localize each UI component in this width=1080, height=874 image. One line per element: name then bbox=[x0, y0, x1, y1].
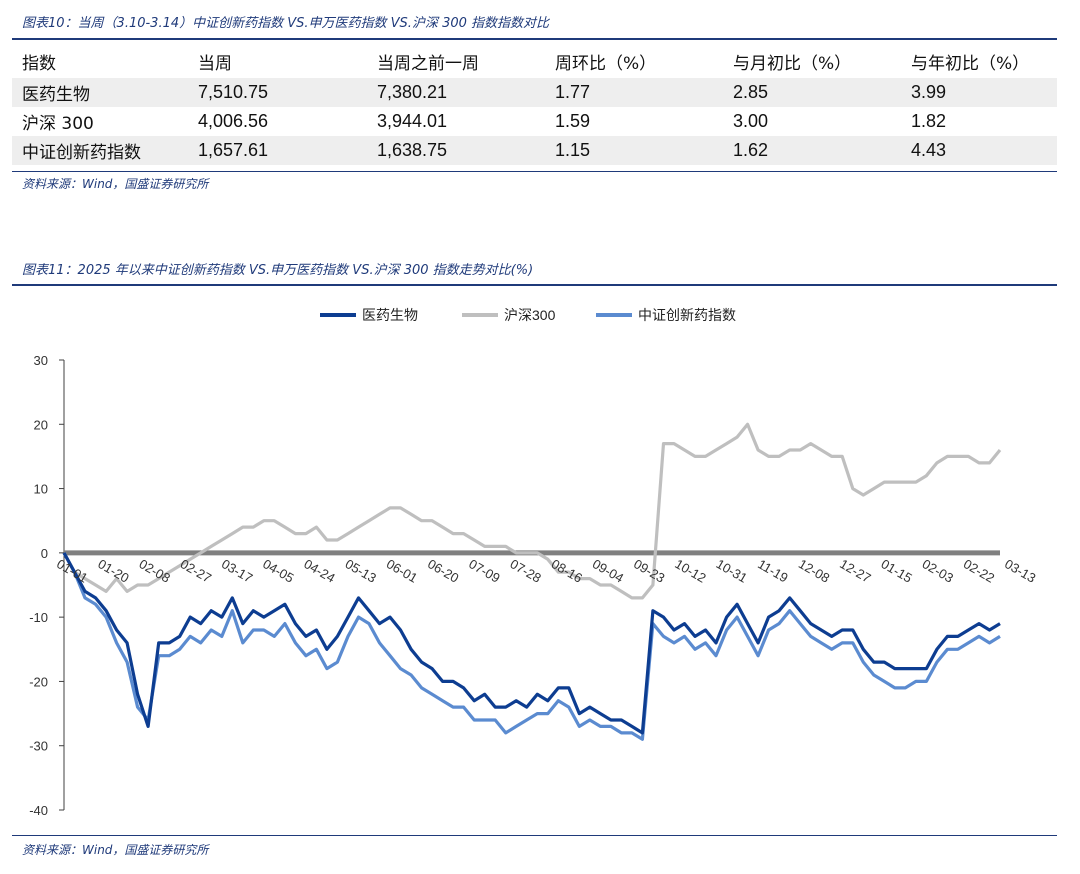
x-tick-label: 07-09 bbox=[466, 556, 502, 586]
table-caption: 图表10：当周（3.10-3.14）中证创新药指数 VS.申万医药指数 VS.沪… bbox=[22, 16, 550, 31]
table-row: 沪深 300 4,006.56 3,944.01 1.59 3.00 1.82 bbox=[12, 107, 1057, 136]
y-tick-label: -10 bbox=[29, 610, 48, 625]
legend-label: 中证创新药指数 bbox=[638, 307, 736, 323]
table-cell: 2.85 bbox=[733, 82, 769, 102]
table-cell: 医药生物 bbox=[22, 85, 90, 105]
table-top-rule bbox=[12, 38, 1057, 40]
table-bottom-rule bbox=[12, 171, 1057, 172]
legend-label: 医药生物 bbox=[362, 307, 418, 323]
header-current-week: 当周 bbox=[188, 44, 367, 78]
x-tick-label: 01-15 bbox=[878, 556, 914, 586]
x-tick-label: 05-13 bbox=[343, 556, 379, 586]
index-comparison-table: 指数 当周 当周之前一周 周环比（%） 与月初比（%） 与年初比（%） 医药生物… bbox=[12, 44, 1057, 165]
series-line-0 bbox=[62, 552, 1001, 735]
y-tick-label: 10 bbox=[34, 482, 48, 497]
x-tick-label: 12-08 bbox=[796, 556, 832, 586]
x-tick-label: 08-16 bbox=[549, 556, 585, 586]
header-month-change: 与月初比（%） bbox=[723, 44, 901, 78]
x-tick-label: 06-01 bbox=[384, 556, 420, 586]
table-cell: 1.62 bbox=[733, 140, 769, 160]
x-tick-label: 02-22 bbox=[961, 556, 997, 586]
table-cell: 1.82 bbox=[911, 111, 947, 131]
table-cell: 3,944.01 bbox=[377, 111, 448, 131]
table-cell: 7,380.21 bbox=[377, 82, 448, 102]
table-cell: 1,638.75 bbox=[377, 140, 448, 160]
header-index: 指数 bbox=[12, 44, 188, 78]
header-week-change: 周环比（%） bbox=[545, 44, 723, 78]
chart-top-rule bbox=[12, 284, 1057, 286]
chart-source-note: 资料来源：Wind，国盛证券研究所 bbox=[22, 843, 209, 857]
header-year-change: 与年初比（%） bbox=[901, 44, 1057, 78]
header-previous-week: 当周之前一周 bbox=[367, 44, 545, 78]
table-header-row: 指数 当周 当周之前一周 周环比（%） 与月初比（%） 与年初比（%） bbox=[12, 44, 1057, 78]
chart-legend: 医药生物 沪深300 中证创新药指数 bbox=[320, 307, 736, 323]
table-cell: 3.99 bbox=[911, 82, 947, 102]
x-tick-label: 07-28 bbox=[507, 556, 543, 586]
y-tick-label: -40 bbox=[29, 803, 48, 818]
index-trend-chart: 医药生物 沪深300 中证创新药指数 -40 -30 -20 -10 0 10 20 30 01-… bbox=[29, 307, 1038, 818]
legend-label: 沪深300 bbox=[504, 307, 556, 323]
table-cell: 4,006.56 bbox=[198, 111, 269, 131]
table-row: 中证创新药指数 1,657.61 1,638.75 1.15 1.62 4.43 bbox=[12, 136, 1057, 165]
table-cell: 7,510.75 bbox=[198, 82, 269, 102]
x-tick-label: 10-12 bbox=[672, 556, 708, 586]
x-tick-label: 12-27 bbox=[837, 556, 873, 586]
chart-caption: 图表11：2025 年以来中证创新药指数 VS.申万医药指数 VS.沪深 300… bbox=[22, 263, 534, 278]
table-row: 医药生物 7,510.75 7,380.21 1.77 2.85 3.99 bbox=[12, 78, 1057, 107]
table-cell: 1.15 bbox=[555, 140, 591, 160]
table-cell: 沪深 300 bbox=[22, 114, 94, 134]
table-cell: 1.77 bbox=[555, 82, 591, 102]
x-tick-label: 09-23 bbox=[631, 556, 667, 586]
table-source-note: 资料来源：Wind，国盛证券研究所 bbox=[22, 177, 209, 191]
chart-bottom-rule bbox=[12, 835, 1057, 836]
x-tick-label: 02-03 bbox=[920, 556, 956, 586]
chart-axes: -40 -30 -20 -10 0 10 20 30 bbox=[29, 353, 1000, 818]
y-tick-label: -20 bbox=[29, 674, 48, 689]
x-tick-labels: 01-01 01-20 02-08 02-27 03-17 04-05 04-24 05-13… bbox=[54, 556, 1038, 586]
x-tick-label: 11-19 bbox=[755, 556, 790, 585]
x-tick-label: 03-13 bbox=[1002, 556, 1038, 586]
x-tick-label: 06-20 bbox=[425, 556, 461, 586]
table-cell: 1.59 bbox=[555, 111, 591, 131]
x-tick-label: 02-27 bbox=[178, 556, 214, 586]
x-tick-label: 03-17 bbox=[219, 556, 255, 586]
y-tick-label: 30 bbox=[34, 353, 48, 368]
series-line-1 bbox=[62, 422, 1002, 600]
y-tick-label: 0 bbox=[41, 546, 48, 561]
x-tick-label: 01-01 bbox=[54, 556, 90, 586]
y-tick-label: 20 bbox=[34, 417, 48, 432]
x-tick-label: 04-05 bbox=[260, 556, 296, 586]
table-cell: 中证创新药指数 bbox=[22, 143, 141, 163]
table-cell: 3.00 bbox=[733, 111, 769, 131]
x-tick-label: 10-31 bbox=[714, 556, 750, 586]
table-cell: 1,657.61 bbox=[198, 140, 269, 160]
table-cell: 4.43 bbox=[911, 140, 947, 160]
y-tick-label: -30 bbox=[29, 739, 48, 754]
series-line-2 bbox=[62, 552, 1001, 741]
x-tick-label: 04-24 bbox=[301, 556, 337, 586]
chart-lines bbox=[62, 422, 1002, 741]
